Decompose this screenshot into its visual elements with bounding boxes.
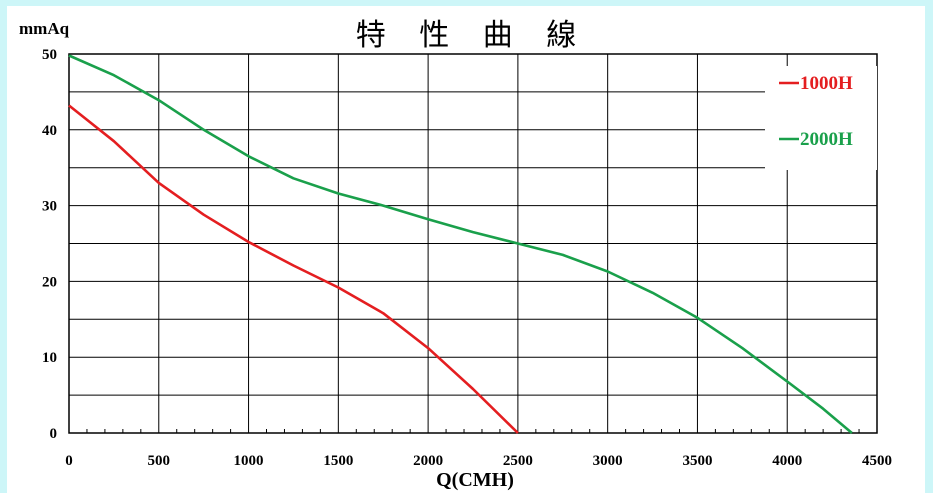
y-tick-label-50: 50 [42,47,57,63]
series-lines [68,54,853,434]
axis-ticks: 0 500 1000 1500 2000 2500 3000 3500 4000 4500 0 10 2… [42,47,892,469]
x-tick-label-2500: 2500 [503,453,533,469]
x-tick-label-1500: 1500 [323,453,353,469]
chart-title: 特 性 曲 線 [356,18,589,53]
x-tick-label-2000: 2000 [413,453,443,469]
legend-label-1000H: 1000H [800,73,853,94]
series-line-2000H [68,54,853,434]
x-tick-label-4000: 4000 [772,453,802,469]
y-tick-label-10: 10 [42,350,57,366]
legend: 1000H 2000H [765,66,877,170]
y-tick-label-40: 40 [42,123,57,139]
y-tick-label-20: 20 [42,274,57,290]
y-axis-label: mmAq [19,19,70,38]
chart-frame: 特 性 曲 線 mmAq Q(CMH) 0 500 1000 1500 2000 2500… [7,6,925,493]
legend-label-2000H: 2000H [800,129,853,150]
x-tick-label-3500: 3500 [682,453,712,469]
x-tick-label-4500: 4500 [862,453,892,469]
performance-curve-chart: 特 性 曲 線 mmAq Q(CMH) 0 500 1000 1500 2000 2500… [19,18,892,491]
grid-lines [68,53,878,434]
plot-border [68,53,878,434]
y-tick-label-30: 30 [42,199,57,215]
x-tick-label-0: 0 [65,453,73,469]
y-tick-label-0: 0 [50,426,58,442]
x-tick-label-1000: 1000 [234,453,264,469]
x-axis-label: Q(CMH) [436,469,514,491]
series-line-1000H [68,104,519,434]
x-tick-label-3000: 3000 [593,453,623,469]
x-tick-label-500: 500 [148,453,171,469]
